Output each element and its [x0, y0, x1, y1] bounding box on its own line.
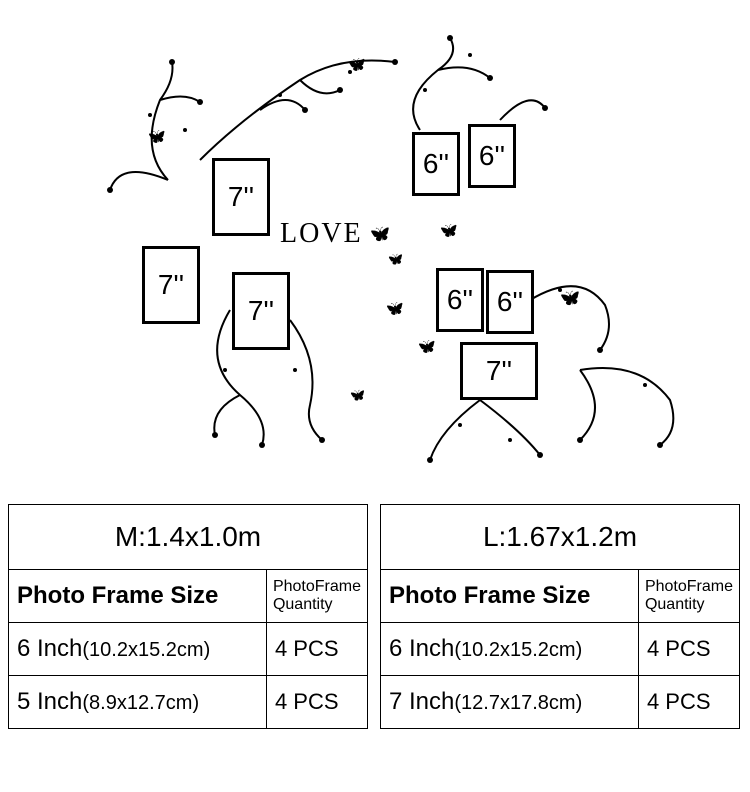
- butterfly-icon: 🦋: [348, 56, 365, 73]
- size-inch: 5 Inch: [17, 688, 82, 715]
- vine-decoration: [0, 0, 750, 500]
- spec-table-m: M:1.4x1.0m Photo Frame Size PhotoFrame Q…: [8, 504, 368, 729]
- photo-frame: 6'': [468, 124, 516, 188]
- table-row: 6 Inch(10.2x15.2cm) 4 PCS: [9, 623, 368, 676]
- photo-frame: 7'': [212, 158, 270, 236]
- size-inch: 6 Inch: [389, 635, 454, 662]
- photo-frame: 6'': [412, 132, 460, 196]
- love-label: LOVE: [280, 218, 363, 250]
- qty-cell: 4 PCS: [266, 676, 367, 729]
- butterfly-icon: 🦋: [370, 224, 390, 244]
- qty-cell: 4 PCS: [266, 623, 367, 676]
- photo-frame: 7'': [460, 342, 538, 400]
- photo-frame: 7'': [142, 246, 200, 324]
- size-cm: (10.2x15.2cm): [82, 639, 210, 661]
- table-title: L:1.67x1.2m: [381, 505, 740, 570]
- butterfly-icon: 🦋: [388, 252, 403, 266]
- photo-frame: 6'': [486, 270, 534, 334]
- butterfly-icon: 🦋: [560, 288, 580, 308]
- size-inch: 7 Inch: [389, 688, 454, 715]
- table-row: 6 Inch(10.2x15.2cm) 4 PCS: [381, 623, 740, 676]
- butterfly-icon: 🦋: [386, 300, 403, 317]
- qty-cell: 4 PCS: [638, 676, 739, 729]
- table-row: 5 Inch(8.9x12.7cm) 4 PCS: [9, 676, 368, 729]
- qty-cell: 4 PCS: [638, 623, 739, 676]
- butterfly-icon: 🦋: [148, 128, 165, 145]
- col-header-size: Photo Frame Size: [9, 570, 267, 623]
- spec-tables-container: M:1.4x1.0m Photo Frame Size PhotoFrame Q…: [0, 500, 750, 733]
- size-cm: (12.7x17.8cm): [454, 692, 582, 714]
- photo-frame: 7'': [232, 272, 290, 350]
- col-header-size: Photo Frame Size: [381, 570, 639, 623]
- spec-table-l: L:1.67x1.2m Photo Frame Size PhotoFrame …: [380, 504, 740, 729]
- photo-frame: 6'': [436, 268, 484, 332]
- product-illustration: LOVE 7''7''7''6''6''6''6''7''🦋🦋🦋🦋🦋🦋🦋🦋🦋: [0, 0, 750, 500]
- col-header-qty: PhotoFrame Quantity: [638, 570, 739, 623]
- butterfly-icon: 🦋: [440, 222, 457, 239]
- table-row: 7 Inch(12.7x17.8cm) 4 PCS: [381, 676, 740, 729]
- size-cm: (10.2x15.2cm): [454, 639, 582, 661]
- size-cm: (8.9x12.7cm): [82, 692, 199, 714]
- table-title: M:1.4x1.0m: [9, 505, 368, 570]
- butterfly-icon: 🦋: [418, 338, 435, 355]
- size-inch: 6 Inch: [17, 635, 82, 662]
- col-header-qty: PhotoFrame Quantity: [266, 570, 367, 623]
- butterfly-icon: 🦋: [350, 388, 365, 402]
